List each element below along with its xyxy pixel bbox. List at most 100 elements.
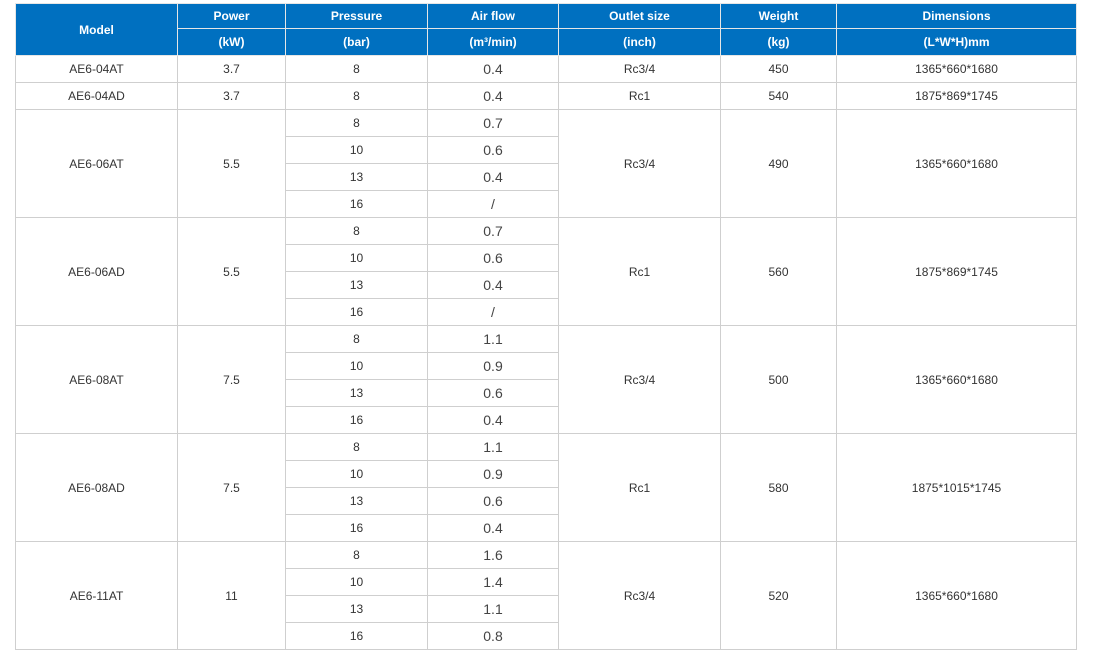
model-cell: AE6-08AT [15,325,178,434]
weight-cell: 450 [720,55,837,83]
pressure-cell: 16 [285,406,428,434]
pressure-cell: 13 [285,271,428,299]
power-cell: 7.5 [177,433,286,542]
table-row: AE6-06AT 5.5 8 0.7 Rc3/4 490 1365*660*1680 [15,109,1077,218]
pressure-cell: 8 [285,433,428,461]
pressure-cell: 10 [285,244,428,272]
air-flow-cell: 0.6 [427,487,559,515]
model-cell: AE6-04AT [15,55,178,83]
air-flow-cell: 1.6 [427,541,559,569]
pressure-cell: 10 [285,352,428,380]
outlet-size-cell: Rc3/4 [558,325,721,434]
air-flow-cell: 1.4 [427,568,559,596]
pressure-cell: 8 [285,217,428,245]
power-cell: 3.7 [177,55,286,83]
air-flow-cell: 0.6 [427,379,559,407]
table-row: AE6-06AD 5.5 8 0.7 Rc1 560 1875*869*1745 [15,217,1077,326]
power-cell: 5.5 [177,217,286,326]
pressure-cell: 8 [285,325,428,353]
model-cell: AE6-06AT [15,109,178,218]
air-flow-cell: 0.9 [427,352,559,380]
air-flow-cell: 0.4 [427,82,559,110]
air-flow-cell: 1.1 [427,433,559,461]
spec-table: Model Power Pressure Air flow Outlet siz… [15,3,1077,650]
pressure-cell: 13 [285,595,428,623]
pressure-cell: 8 [285,82,428,110]
table-row: 10 0.9 [16,460,1077,488]
power-cell: 11 [177,541,286,650]
outlet-size-cell: Rc1 [558,82,721,110]
air-flow-cell: 0.4 [427,55,559,83]
dimensions-cell: 1365*660*1680 [836,325,1077,434]
header-air-flow: Air flow [427,3,559,29]
table-row: 13 0.6 [16,379,1077,407]
pressure-cell: 10 [285,568,428,596]
header-weight: Weight [720,3,837,29]
pressure-cell: 8 [285,109,428,137]
pressure-cell: 13 [285,163,428,191]
pressure-cell: 8 [285,541,428,569]
table-row: AE6-04AD 3.7 8 0.4 Rc1 540 1875*869*1745 [15,82,1077,110]
air-flow-cell: 0.4 [427,271,559,299]
air-flow-cell: 1.1 [427,325,559,353]
pressure-cell: 10 [285,460,428,488]
pressure-cell: 8 [285,55,428,83]
dimensions-cell: 1365*660*1680 [836,541,1077,650]
air-flow-cell: / [427,298,559,326]
table-row: AE6-11AT 11 8 1.6 Rc3/4 520 1365*660*1680 [15,541,1077,650]
table-row: 13 0.6 [16,487,1077,515]
air-flow-cell: 0.4 [427,163,559,191]
power-cell: 5.5 [177,109,286,218]
weight-cell: 520 [720,541,837,650]
table-row: 16 0.4 [16,406,1077,434]
table-row: AE6-08AD 7.5 8 1.1 Rc1 580 1875*1015*1745 [15,433,1077,542]
weight-cell: 580 [720,433,837,542]
model-cell: AE6-11AT [15,541,178,650]
air-flow-cell: 0.6 [427,136,559,164]
header-model: Model [15,3,178,56]
header-weight-unit: (kg) [720,28,837,56]
pressure-cell: 16 [285,298,428,326]
outlet-size-cell: Rc3/4 [558,109,721,218]
table-row: AE6-08AT 7.5 8 1.1 Rc3/4 500 1365*660*1680 [15,325,1077,434]
weight-cell: 540 [720,82,837,110]
pressure-cell: 16 [285,622,428,650]
table-row: 10 0.6 [16,136,1077,164]
pressure-cell: 16 [285,514,428,542]
pressure-cell: 10 [285,136,428,164]
table-row: 16 0.8 [16,622,1077,650]
header-pressure-unit: (bar) [285,28,428,56]
outlet-size-cell: Rc3/4 [558,541,721,650]
air-flow-cell: 1.1 [427,595,559,623]
air-flow-cell: / [427,190,559,218]
table-row: 10 0.6 [16,244,1077,272]
air-flow-cell: 0.6 [427,244,559,272]
dimensions-cell: 1875*1015*1745 [836,433,1077,542]
model-cell: AE6-08AD [15,433,178,542]
header-dimensions-unit: (L*W*H)mm [836,28,1077,56]
header-outlet-size-unit: (inch) [558,28,721,56]
header-power-unit: (kW) [177,28,286,56]
table-row: AE6-04AT 3.7 8 0.4 Rc3/4 450 1365*660*1680 [15,55,1077,83]
header-pressure: Pressure [285,3,428,29]
table-body: AE6-04AT 3.7 8 0.4 Rc3/4 450 1365*660*1680 AE6-… [15,55,1077,650]
power-cell: 7.5 [177,325,286,434]
weight-cell: 560 [720,217,837,326]
dimensions-cell: 1875*869*1745 [836,82,1077,110]
header-outlet-size: Outlet size [558,3,721,29]
table-row: 16 0.4 [16,514,1077,542]
model-cell: AE6-04AD [15,82,178,110]
outlet-size-cell: Rc1 [558,217,721,326]
outlet-size-cell: Rc3/4 [558,55,721,83]
table-row: 16/ [16,298,1077,326]
air-flow-cell: 0.7 [427,217,559,245]
header-power: Power [177,3,286,29]
table-row: 13 1.1 [16,595,1077,623]
weight-cell: 490 [720,109,837,218]
pressure-cell: 16 [285,190,428,218]
dimensions-cell: 1875*869*1745 [836,217,1077,326]
model-cell: AE6-06AD [15,217,178,326]
air-flow-cell: 0.4 [427,514,559,542]
outlet-size-cell: Rc1 [558,433,721,542]
header-air-flow-unit: (m³/min) [427,28,559,56]
